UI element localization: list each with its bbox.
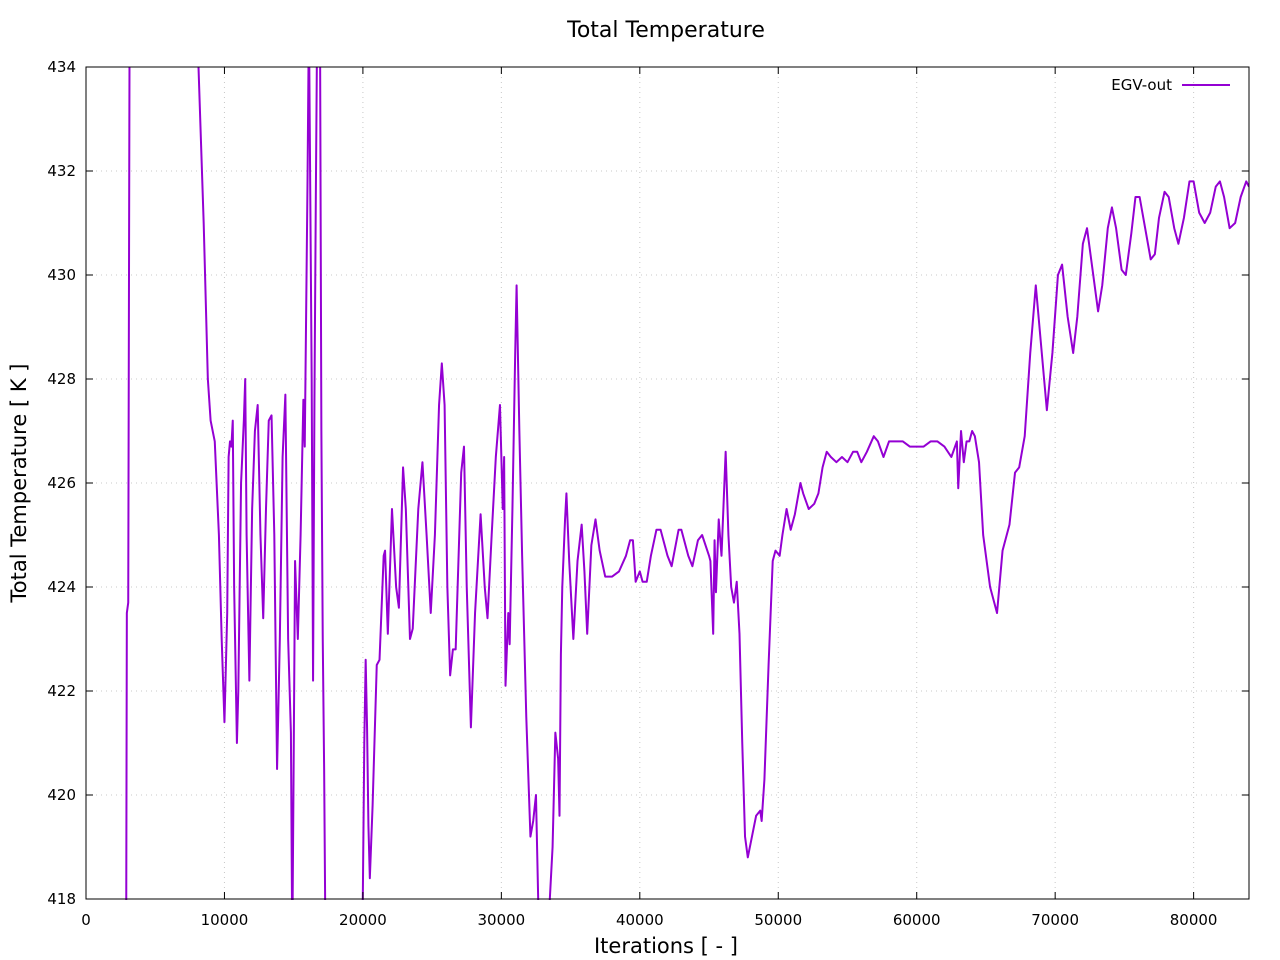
y-tick-label: 422 (47, 682, 76, 700)
x-tick-label: 80000 (1170, 911, 1218, 929)
y-tick-label: 426 (47, 474, 76, 492)
y-tick-label: 428 (47, 370, 76, 388)
x-tick-label: 50000 (754, 911, 802, 929)
y-axis-label: Total Temperature [ K ] (7, 364, 31, 604)
grid (85, 66, 1249, 900)
x-tick-label: 60000 (893, 911, 941, 929)
x-tick-label: 30000 (477, 911, 525, 929)
x-axis-label: Iterations [ - ] (594, 934, 738, 958)
x-tick-label: 40000 (616, 911, 664, 929)
y-tick-label: 420 (47, 786, 76, 804)
data-line (125, 67, 1249, 900)
y-tick-label: 432 (47, 162, 76, 180)
y-tick-label: 424 (47, 578, 76, 596)
plot-frame (85, 66, 1250, 900)
y-tick-label: 430 (47, 266, 76, 284)
y-tick-label: 418 (47, 890, 76, 908)
x-tick-label: 10000 (201, 911, 249, 929)
x-tick-label: 20000 (339, 911, 387, 929)
x-tick-label: 70000 (1031, 911, 1079, 929)
chart-title: Total Temperature (566, 18, 765, 43)
plot-area (125, 67, 1249, 900)
y-tick-label: 434 (47, 58, 76, 76)
legend-label: EGV-out (1111, 76, 1172, 94)
x-tick-label: 0 (81, 911, 91, 929)
